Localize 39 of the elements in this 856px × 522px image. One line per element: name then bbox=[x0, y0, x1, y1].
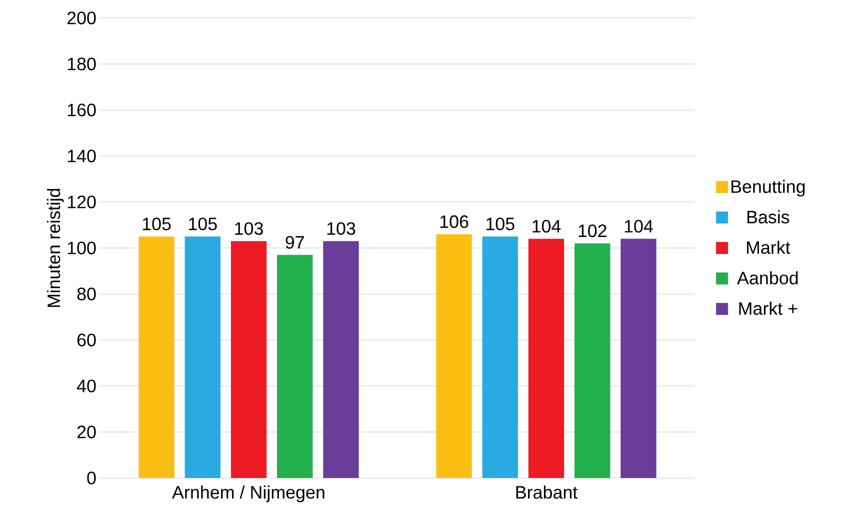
bar bbox=[620, 238, 656, 478]
legend-label: Markt + bbox=[739, 302, 798, 315]
legend-label: Markt bbox=[746, 240, 790, 254]
y-tick-label: 200 bbox=[67, 12, 96, 24]
legend-label: Benutting bbox=[732, 180, 805, 197]
data-label: 106 bbox=[440, 215, 468, 228]
bar bbox=[277, 254, 313, 478]
y-tick-label: 120 bbox=[68, 196, 96, 208]
y-tick-label: 0 bbox=[87, 472, 96, 484]
bar bbox=[138, 236, 174, 478]
y-tick-label: 160 bbox=[68, 104, 96, 116]
bar bbox=[184, 236, 220, 478]
data-label: 102 bbox=[578, 224, 606, 238]
y-tick-label: 80 bbox=[77, 288, 96, 300]
y-tick-label: 100 bbox=[68, 242, 96, 254]
y-tick-label: 140 bbox=[68, 150, 96, 162]
legend-label: Aanbod bbox=[737, 271, 798, 284]
data-label: 103 bbox=[327, 222, 356, 235]
bar bbox=[436, 234, 472, 478]
data-label: 105 bbox=[486, 218, 514, 230]
bar bbox=[482, 236, 518, 478]
y-tick-label: 60 bbox=[77, 334, 96, 346]
x-tick-label: Brabant bbox=[516, 486, 578, 499]
data-label: 103 bbox=[235, 222, 263, 235]
data-label: 97 bbox=[286, 236, 304, 249]
bar bbox=[323, 241, 359, 478]
data-label: 104 bbox=[532, 220, 561, 233]
bar bbox=[230, 241, 267, 478]
y-axis-title: Minuten reistijd bbox=[46, 188, 64, 307]
data-label: 105 bbox=[142, 218, 171, 230]
data-label: 105 bbox=[189, 218, 217, 230]
bar bbox=[528, 238, 564, 478]
y-tick-label: 180 bbox=[68, 58, 96, 70]
y-tick-label: 20 bbox=[77, 426, 96, 438]
bar bbox=[574, 243, 610, 478]
legend-label: Basis bbox=[747, 210, 790, 224]
x-tick-label: Arnhem / Nijmegen bbox=[172, 486, 324, 502]
y-tick-label: 40 bbox=[76, 380, 96, 392]
data-label: 104 bbox=[624, 220, 653, 233]
